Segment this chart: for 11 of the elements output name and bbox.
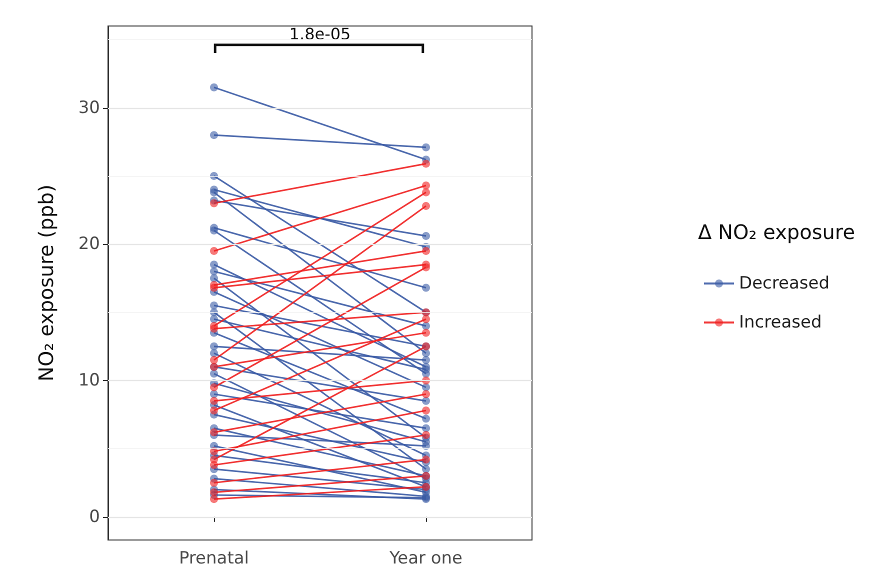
legend-label: Decreased <box>739 274 830 294</box>
legend-label: Increased <box>739 312 822 332</box>
x-tick-label: Prenatal <box>178 548 250 568</box>
legend-title: Δ NO₂ exposure <box>698 220 856 244</box>
y-tick-label: 0 <box>89 506 100 527</box>
y-tick-label: 30 <box>78 98 100 118</box>
y-tick-label: 20 <box>78 234 100 254</box>
annotation: 1.8e-05 <box>289 24 351 44</box>
y-axis-title: NO₂ exposure (ppb) <box>34 184 58 382</box>
x-tick-label: Year one <box>388 548 463 568</box>
y-tick-label: 10 <box>78 370 100 390</box>
